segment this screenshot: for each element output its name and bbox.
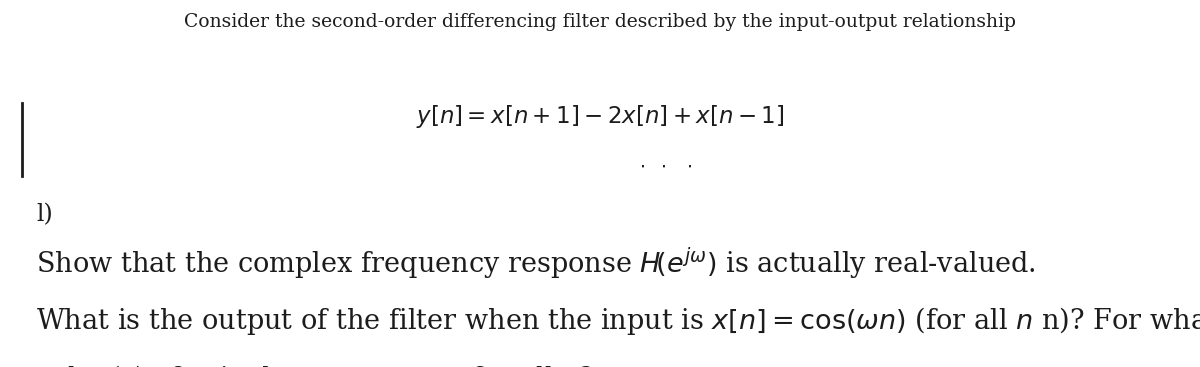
Text: l): l) bbox=[36, 204, 53, 227]
Text: What is the output of the filter when the input is $x[n] = \cos(\omega n)$ (for : What is the output of the filter when th… bbox=[36, 305, 1200, 337]
Text: $\cdot\ \ \cdot\ \ \cdot$: $\cdot\ \ \cdot\ \ \cdot$ bbox=[640, 158, 692, 176]
Text: value(s) of $\omega$ is the output zero for all $n$?: value(s) of $\omega$ is the output zero … bbox=[36, 363, 594, 367]
Text: Consider the second-order differencing filter described by the input-output rela: Consider the second-order differencing f… bbox=[184, 13, 1016, 31]
Text: $y[n] = x[n+1] - 2x[n] + x[n-1]$: $y[n] = x[n+1] - 2x[n] + x[n-1]$ bbox=[416, 103, 784, 130]
Text: Show that the complex frequency response $H\!\left(e^{j\omega}\right)$ is actual: Show that the complex frequency response… bbox=[36, 246, 1036, 282]
